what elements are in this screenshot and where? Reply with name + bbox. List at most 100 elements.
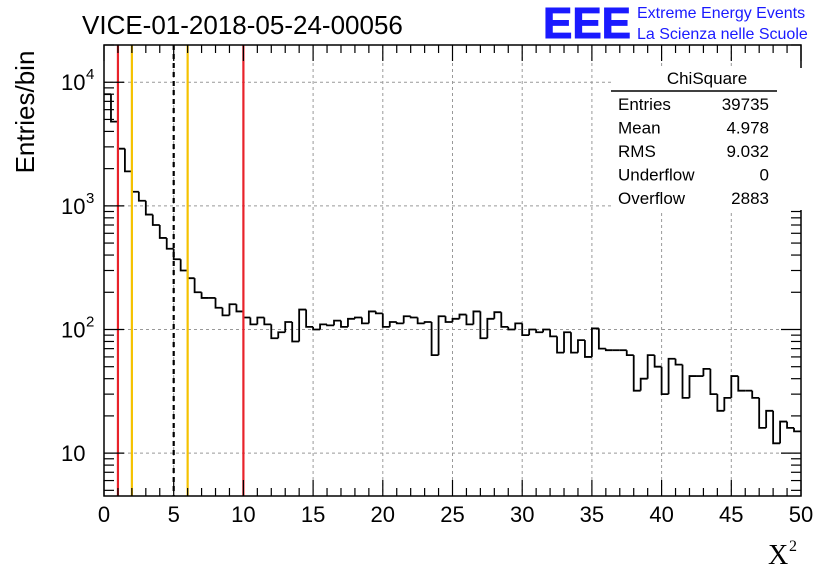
histogram-bin: [535, 329, 544, 334]
histogram-bin: [507, 326, 516, 331]
x-axis-label-exponent: 2: [789, 538, 797, 555]
histogram-bin: [291, 321, 300, 343]
histogram-bin: [514, 322, 523, 330]
histogram-bin: [333, 319, 341, 326]
histogram-bin: [374, 311, 383, 315]
stats-row-label: Mean: [618, 119, 661, 138]
y-tick-label-exponent: 4: [86, 66, 94, 83]
histogram-bin: [786, 421, 795, 429]
y-tick-label-base: 10: [61, 70, 85, 95]
histogram-bin: [716, 394, 725, 412]
x-tick-label: 40: [649, 502, 673, 527]
histogram-bin: [472, 310, 481, 325]
histogram-bin: [354, 316, 362, 319]
histogram-bin: [479, 311, 488, 340]
x-tick-label: 25: [440, 502, 464, 527]
x-axis-label: X: [768, 540, 788, 571]
y-tick-label: 10 3: [61, 190, 94, 219]
x-tick-label: 45: [719, 502, 743, 527]
stats-row-value: 4.978: [726, 119, 769, 138]
histogram-bin: [444, 316, 453, 323]
y-tick-label-base: 10: [61, 194, 85, 219]
histogram-bin: [340, 320, 348, 328]
tick-marks: [103, 44, 802, 496]
x-tick-label: 15: [301, 502, 325, 527]
histogram-bin: [646, 354, 655, 379]
histogram-bin: [228, 303, 237, 316]
histogram-bin: [772, 410, 781, 445]
histogram-bin: [486, 317, 495, 339]
histogram-bin: [709, 368, 718, 396]
histogram-bin: [500, 312, 509, 328]
x-tick-label: 0: [98, 502, 110, 527]
histogram-bin: [235, 304, 244, 313]
grid: [104, 45, 801, 496]
histogram-bin: [165, 237, 174, 250]
histogram-bin: [458, 313, 467, 319]
eee-logo-block: EEE Extreme Energy Events La Scienza nel…: [543, 0, 808, 49]
stats-row-label: RMS: [618, 142, 656, 161]
histogram-bin: [793, 427, 801, 433]
x-tick-label: 50: [789, 502, 813, 527]
histogram-bin: [137, 191, 146, 202]
histogram-bin: [779, 420, 788, 444]
stats-row-label: Entries: [618, 95, 671, 114]
histogram-bin: [577, 339, 585, 353]
histogram-bin: [632, 355, 641, 392]
histogram-bin: [388, 321, 397, 327]
histogram-bin: [751, 390, 760, 399]
histogram-bin: [402, 315, 411, 324]
histogram-bin: [395, 321, 404, 325]
stats-title: ChiSquare: [667, 69, 747, 88]
histogram-bin: [688, 375, 697, 398]
histogram-bin: [570, 332, 578, 354]
histogram-bin: [639, 377, 648, 391]
histogram-bin: [312, 326, 321, 331]
histogram-bin: [179, 259, 188, 272]
histogram-bin: [284, 321, 293, 333]
histogram-bin: [758, 397, 767, 429]
histogram-bin: [200, 292, 209, 299]
y-tick-label-base: 10: [61, 317, 85, 342]
histogram-bin: [298, 308, 307, 342]
histogram-bin: [723, 396, 732, 411]
histogram-bin: [305, 309, 314, 328]
histogram-bin: [437, 315, 446, 356]
x-tick-label: 5: [168, 502, 180, 527]
histogram-bin: [221, 307, 230, 317]
histogram-bin: [360, 317, 369, 325]
histogram-bin: [597, 328, 606, 350]
y-tick-label-exponent: 2: [86, 313, 94, 330]
histogram-bin: [667, 357, 676, 395]
histogram-bin: [367, 310, 376, 324]
histogram-bin: [591, 327, 599, 357]
histogram-bin: [151, 214, 160, 226]
histogram-bin: [124, 148, 132, 173]
vertical-marker-lines: [116, 45, 245, 496]
histogram-bin: [326, 324, 335, 327]
histogram-bin: [737, 376, 746, 392]
histogram-bin: [584, 340, 592, 358]
stats-row-value: 2883: [731, 189, 769, 208]
histogram-bin: [416, 317, 425, 325]
x-axis-label-group: X 2: [768, 538, 797, 571]
histogram-bin: [493, 311, 502, 319]
histogram-bin: [542, 328, 551, 333]
histogram-bin: [158, 225, 167, 239]
histogram-bin: [263, 317, 272, 326]
chart-title: VICE-01-2018-05-24-00056: [82, 10, 403, 40]
stats-row-value: 9.032: [726, 142, 769, 161]
histogram-bin: [681, 364, 690, 399]
stats-row-label: Overflow: [618, 189, 686, 208]
histogram-bin: [730, 375, 739, 398]
histogram-bin: [604, 348, 613, 352]
y-tick-label-base: 10: [61, 441, 85, 466]
histogram-bin: [347, 317, 355, 327]
histogram-bin: [660, 366, 669, 396]
histogram-bin: [765, 409, 774, 428]
stats-row-value: 39735: [722, 95, 769, 114]
histogram-bin: [319, 323, 328, 330]
y-tick-label-exponent: 3: [86, 190, 94, 207]
histogram-bin: [381, 313, 390, 328]
